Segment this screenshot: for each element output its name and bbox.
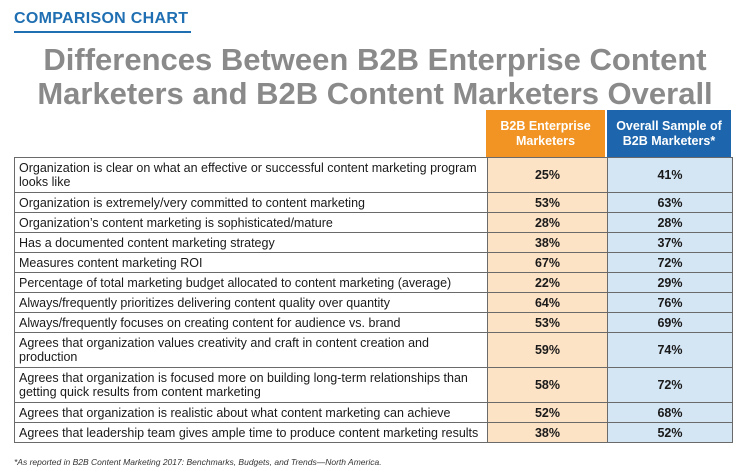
overall-value: 37%	[607, 232, 733, 253]
row-label: Measures content marketing ROI	[14, 252, 488, 273]
table-row: Always/frequently prioritizes delivering…	[14, 292, 733, 313]
chart-title-line-1: Differences Between B2B Enterprise Conte…	[43, 42, 707, 77]
row-label: Agrees that organization is focused more…	[14, 367, 488, 403]
enterprise-value: 58%	[487, 367, 608, 403]
row-label: Organization is extremely/very committed…	[14, 192, 488, 213]
enterprise-value: 53%	[487, 312, 608, 333]
overall-value: 69%	[607, 312, 733, 333]
row-label: Always/frequently prioritizes delivering…	[14, 292, 488, 313]
overall-value: 63%	[607, 192, 733, 213]
comparison-table: Organization is clear on what an effecti…	[14, 157, 733, 443]
overall-value: 28%	[607, 212, 733, 233]
row-label: Organization’s content marketing is soph…	[14, 212, 488, 233]
row-label: Organization is clear on what an effecti…	[14, 157, 488, 193]
table-row: Measures content marketing ROI 67% 72%	[14, 252, 733, 273]
table-row: Agrees that organization is realistic ab…	[14, 402, 733, 423]
chart-title-line-2: Marketers and B2B Content Marketers Over…	[37, 76, 713, 111]
table-row: Always/frequently focuses on creating co…	[14, 312, 733, 333]
enterprise-value: 59%	[487, 332, 608, 368]
kicker-underline	[14, 31, 191, 33]
column-header-overall: Overall Sample of B2B Marketers*	[607, 110, 731, 157]
overall-value: 29%	[607, 272, 733, 293]
column-header-enterprise: B2B Enterprise Marketers	[486, 110, 605, 157]
row-label: Has a documented content marketing strat…	[14, 232, 488, 253]
row-label: Percentage of total marketing budget all…	[14, 272, 488, 293]
overall-value: 52%	[607, 422, 733, 443]
overall-value: 74%	[607, 332, 733, 368]
section-kicker: COMPARISON CHART	[14, 10, 189, 27]
enterprise-value: 38%	[487, 232, 608, 253]
enterprise-value: 25%	[487, 157, 608, 193]
overall-value: 68%	[607, 402, 733, 423]
row-label: Agrees that leadership team gives ample …	[14, 422, 488, 443]
comparison-table-body: Organization is clear on what an effecti…	[14, 157, 733, 443]
table-row: Organization is clear on what an effecti…	[14, 157, 733, 193]
table-row: Agrees that organization is focused more…	[14, 367, 733, 403]
overall-value: 72%	[607, 252, 733, 273]
table-row: Organization is extremely/very committed…	[14, 192, 733, 213]
enterprise-value: 64%	[487, 292, 608, 313]
overall-value: 72%	[607, 367, 733, 403]
row-label: Agrees that organization values creativi…	[14, 332, 488, 368]
table-row: Percentage of total marketing budget all…	[14, 272, 733, 293]
table-row: Has a documented content marketing strat…	[14, 232, 733, 253]
enterprise-value: 38%	[487, 422, 608, 443]
overall-value: 76%	[607, 292, 733, 313]
enterprise-value: 53%	[487, 192, 608, 213]
overall-value: 41%	[607, 157, 733, 193]
row-label: Always/frequently focuses on creating co…	[14, 312, 488, 333]
enterprise-value: 22%	[487, 272, 608, 293]
table-row: Agrees that leadership team gives ample …	[14, 422, 733, 443]
table-row: Agrees that organization values creativi…	[14, 332, 733, 368]
footnote: *As reported in B2B Content Marketing 20…	[14, 457, 382, 467]
enterprise-value: 52%	[487, 402, 608, 423]
enterprise-value: 67%	[487, 252, 608, 273]
row-label: Agrees that organization is realistic ab…	[14, 402, 488, 423]
table-row: Organization’s content marketing is soph…	[14, 212, 733, 233]
enterprise-value: 28%	[487, 212, 608, 233]
